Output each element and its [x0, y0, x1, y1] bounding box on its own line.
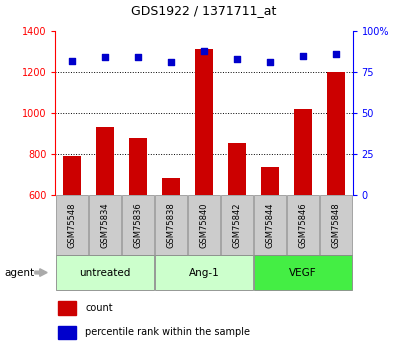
- Bar: [293, 109, 311, 195]
- Bar: [287, 195, 318, 255]
- Bar: [188, 195, 219, 255]
- Point: [332, 51, 339, 57]
- Point: [134, 55, 141, 60]
- Bar: [89, 195, 120, 255]
- Point: [167, 59, 174, 65]
- Bar: [63, 156, 81, 195]
- Point: [233, 56, 240, 62]
- Text: GSM75848: GSM75848: [331, 202, 340, 248]
- Text: GSM75842: GSM75842: [232, 203, 241, 248]
- Bar: [227, 143, 245, 195]
- Bar: [155, 255, 252, 290]
- Bar: [326, 72, 344, 195]
- Bar: [319, 195, 351, 255]
- Text: GSM75840: GSM75840: [199, 203, 208, 248]
- Text: GSM75834: GSM75834: [100, 202, 109, 248]
- Bar: [260, 167, 279, 195]
- Point: [101, 55, 108, 60]
- Text: GSM75846: GSM75846: [298, 202, 307, 248]
- Point: [200, 48, 207, 53]
- Bar: [221, 195, 252, 255]
- Bar: [96, 127, 114, 195]
- Point: [266, 59, 273, 65]
- Text: GDS1922 / 1371711_at: GDS1922 / 1371711_at: [131, 4, 276, 17]
- Bar: [254, 195, 285, 255]
- Bar: [155, 195, 186, 255]
- Bar: [254, 255, 351, 290]
- Bar: [56, 255, 153, 290]
- Text: GSM75838: GSM75838: [166, 202, 175, 248]
- Bar: [128, 138, 147, 195]
- Text: GSM75548: GSM75548: [67, 203, 76, 248]
- Point: [299, 53, 306, 58]
- Text: count: count: [85, 303, 112, 313]
- Text: VEGF: VEGF: [288, 268, 316, 277]
- Point: [68, 58, 75, 63]
- Text: untreated: untreated: [79, 268, 130, 277]
- Text: GSM75844: GSM75844: [265, 203, 274, 248]
- Bar: [58, 326, 76, 339]
- Bar: [194, 49, 213, 195]
- Text: percentile rank within the sample: percentile rank within the sample: [85, 327, 249, 337]
- Bar: [122, 195, 153, 255]
- Text: agent: agent: [4, 268, 34, 277]
- Text: GSM75836: GSM75836: [133, 202, 142, 248]
- Text: Ang-1: Ang-1: [188, 268, 219, 277]
- Bar: [162, 178, 180, 195]
- Bar: [56, 195, 88, 255]
- Bar: [58, 302, 76, 315]
